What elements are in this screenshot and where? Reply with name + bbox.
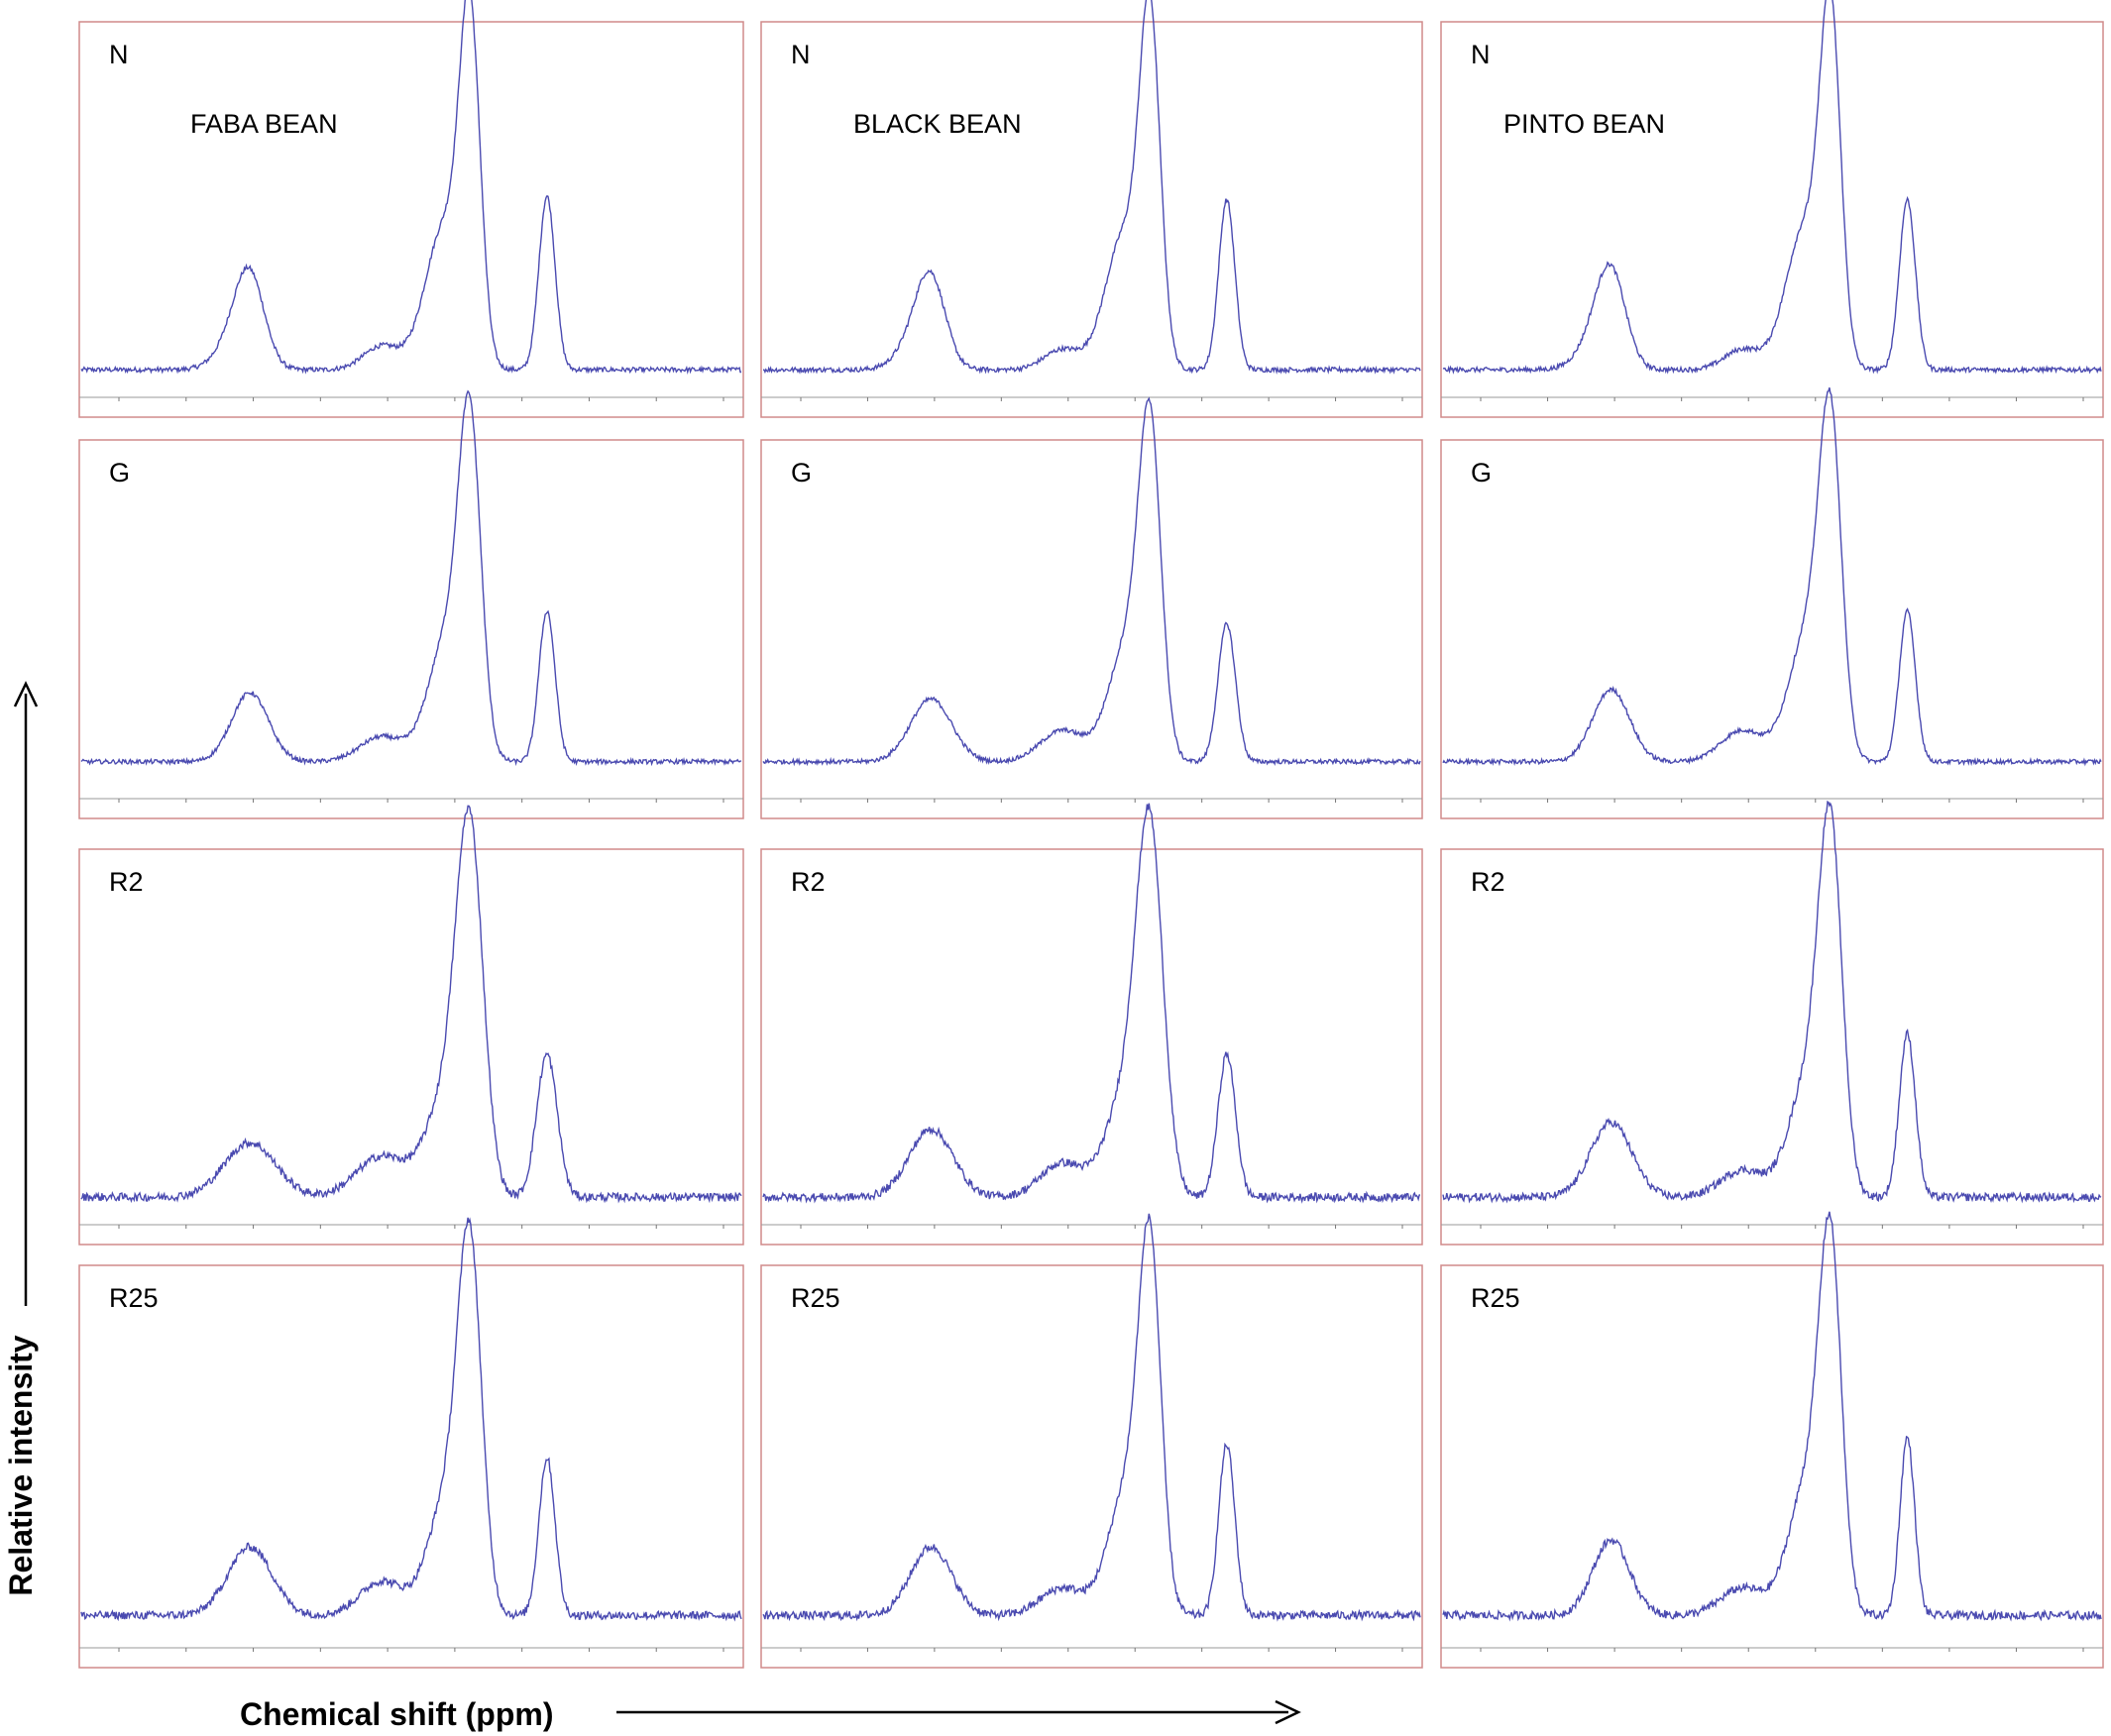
row-label: R25 — [1471, 1283, 1520, 1313]
spectrum-panel: G — [760, 396, 1423, 819]
spectrum-trace — [1442, 387, 2102, 767]
spectrum-panel: R2 — [78, 805, 744, 1246]
panel-frame — [760, 1264, 1423, 1669]
x-axis-annotation: Chemical shift (ppm) — [240, 1696, 1301, 1732]
row-label: R2 — [791, 867, 826, 897]
spectrum-panel: R25 — [78, 1217, 744, 1669]
spectrum-trace — [1442, 0, 2102, 375]
spectrum-panel: R2 — [1440, 800, 2104, 1246]
spectrum-trace — [80, 0, 741, 376]
row-label: G — [791, 458, 812, 488]
spectrum-panel: G — [1440, 387, 2104, 819]
panel-frame — [760, 848, 1423, 1246]
spectrum-trace — [762, 1213, 1421, 1622]
panel-frame — [78, 21, 744, 418]
spectrum-trace — [80, 389, 742, 767]
row-label: R2 — [1471, 867, 1505, 897]
spectrum-panel: N FABA BEAN — [78, 0, 744, 418]
panel-frame — [1440, 848, 2104, 1246]
panel-grid: N FABA BEAN N BLACK BEAN N PINTO BEAN G G G R2 R2 R… — [78, 0, 2104, 1669]
x-axis-title: Chemical shift (ppm) — [240, 1696, 553, 1732]
panel-frame — [1440, 21, 2104, 418]
row-label: G — [109, 458, 130, 488]
panel-frame — [78, 439, 744, 819]
bean-label: FABA BEAN — [190, 109, 338, 139]
panel-frame — [1440, 1264, 2104, 1669]
spectrum-panel: G — [78, 389, 744, 819]
row-label: R25 — [109, 1283, 159, 1313]
y-axis-arrowhead — [13, 681, 39, 707]
spectrum-trace — [762, 803, 1421, 1204]
row-label: N — [1471, 40, 1491, 69]
spectrum-trace — [80, 805, 742, 1204]
panel-frame — [760, 21, 1423, 418]
bean-label: BLACK BEAN — [853, 109, 1022, 139]
x-axis-arrowhead — [1275, 1699, 1301, 1725]
spectrum-panel: R25 — [1440, 1211, 2104, 1669]
panel-frame — [78, 1264, 744, 1669]
row-label: N — [791, 40, 811, 69]
panel-frame — [1440, 439, 2104, 819]
y-axis-title: Relative intensity — [3, 1335, 39, 1595]
row-label: R25 — [791, 1283, 840, 1313]
y-axis-annotation: Relative intensity — [3, 681, 39, 1596]
spectrum-panel: R2 — [760, 803, 1423, 1246]
spectrum-panel: R25 — [760, 1213, 1423, 1669]
spectrum-trace — [763, 0, 1421, 376]
row-label: R2 — [109, 867, 144, 897]
spectrum-trace — [1442, 1211, 2102, 1622]
spectrum-panel: N PINTO BEAN — [1440, 0, 2104, 418]
bean-label: PINTO BEAN — [1503, 109, 1665, 139]
spectrum-trace — [80, 1217, 742, 1622]
panel-frame — [760, 439, 1423, 819]
row-label: N — [109, 40, 129, 69]
panel-frame — [78, 848, 744, 1246]
row-label: G — [1471, 458, 1492, 488]
spectrum-panel: N BLACK BEAN — [760, 0, 1423, 418]
spectrum-trace — [1442, 800, 2102, 1204]
spectrum-trace — [762, 396, 1421, 767]
